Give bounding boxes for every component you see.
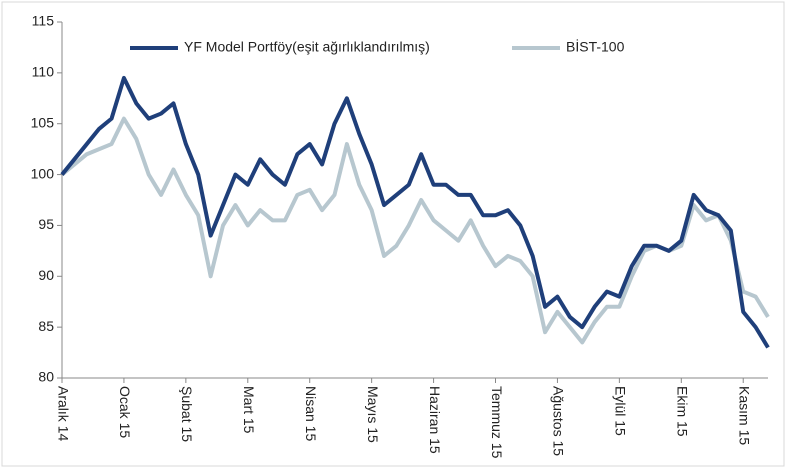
legend-label: YF Model Portföy(eşit ağırlıklandırılmış… [184,39,430,55]
y-tick-label: 90 [38,267,54,283]
y-tick-label: 95 [38,216,54,232]
x-tick-label: Şubat 15 [179,386,195,442]
series-line [60,75,770,349]
y-tick-label: 85 [38,318,54,334]
x-tick-label: Eylül 15 [613,386,629,436]
x-tick-label: Ağustos 15 [551,386,567,456]
y-tick-label: 110 [32,64,55,80]
x-tick-label: Aralık 14 [55,386,71,441]
x-tick-label: Mayıs 15 [365,386,381,443]
x-tick-label: Temmuz 15 [489,386,505,459]
x-tick-label: Ekim 15 [675,386,691,437]
legend-label: BİST-100 [566,38,625,55]
y-tick-label: 105 [31,114,55,130]
y-tick-label: 115 [32,13,55,29]
x-tick-label: Nisan 15 [303,386,319,441]
x-tick-label: Mart 15 [241,386,257,434]
series-line [60,116,770,345]
y-tick-label: 80 [38,369,54,385]
x-tick-label: Haziran 15 [427,386,443,454]
x-tick-label: Ocak 15 [117,386,133,438]
x-tick-label: Kasım 15 [737,386,753,445]
y-tick-label: 100 [31,165,55,181]
